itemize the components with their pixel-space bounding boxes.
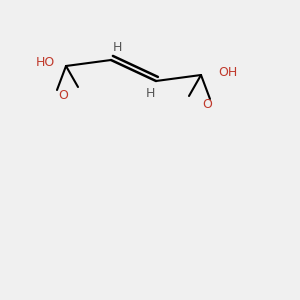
- Text: HO: HO: [35, 56, 55, 70]
- Text: H: H: [112, 41, 122, 55]
- Text: OH: OH: [218, 65, 238, 79]
- Text: O: O: [202, 98, 212, 112]
- Text: H: H: [145, 86, 155, 100]
- Text: O: O: [58, 89, 68, 103]
